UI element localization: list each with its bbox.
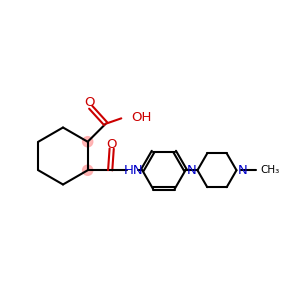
Text: N: N [187, 164, 196, 177]
Circle shape [82, 137, 93, 147]
Circle shape [82, 165, 93, 175]
Text: CH₃: CH₃ [260, 165, 279, 175]
Text: N: N [238, 164, 248, 177]
Text: O: O [84, 96, 94, 109]
Text: OH: OH [131, 111, 151, 124]
Text: O: O [106, 138, 117, 151]
Text: HN: HN [124, 164, 143, 177]
